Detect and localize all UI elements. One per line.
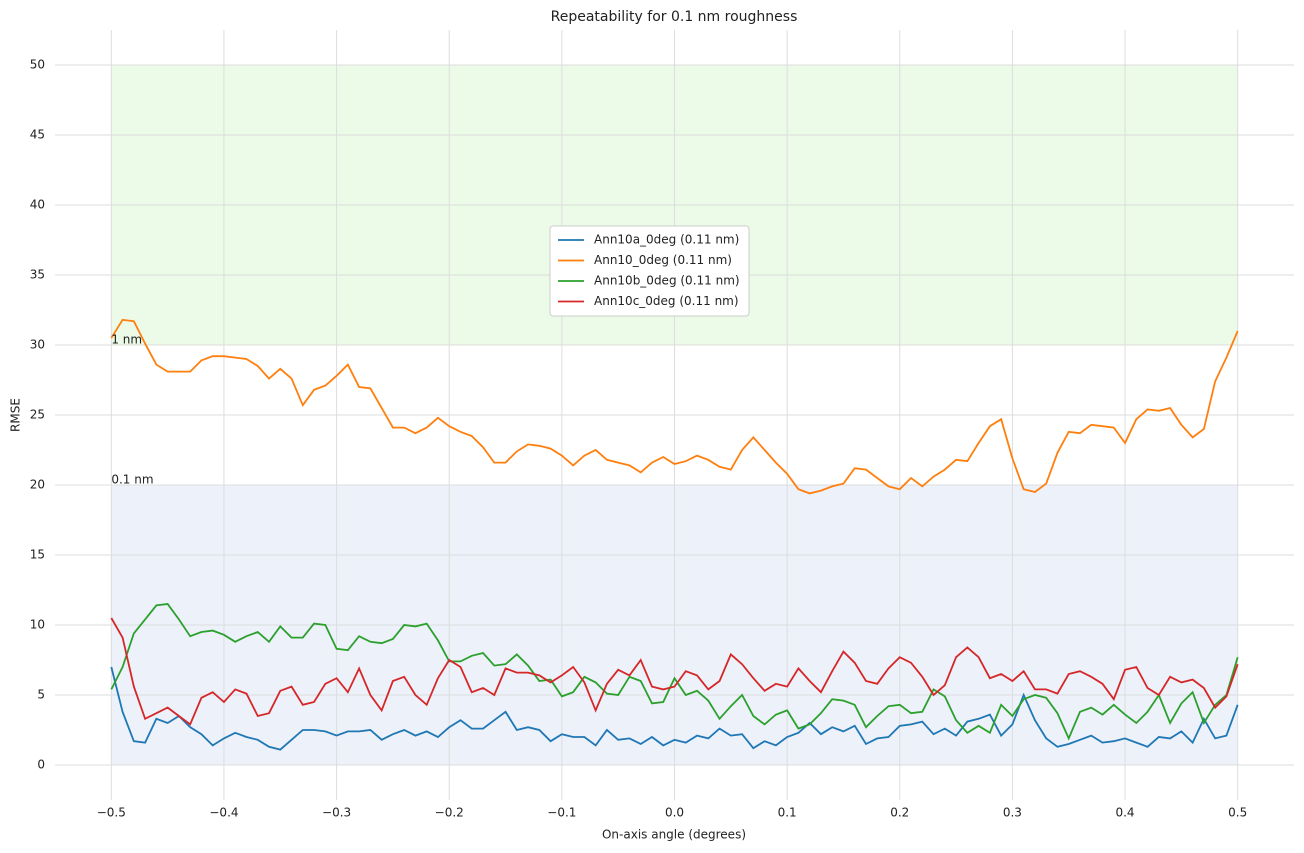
legend: Ann10a_0deg (0.11 nm) Ann10_0deg (0.11 nm… — [549, 225, 750, 317]
y-tick-label: 15 — [30, 548, 45, 562]
legend-box — [549, 225, 750, 317]
x-axis-label: On-axis angle (degrees) — [602, 828, 746, 842]
x-tick-label: 0.0 — [665, 806, 684, 820]
y-tick-label: 0 — [37, 758, 45, 772]
x-tick-label: −0.3 — [322, 806, 351, 820]
x-tick-label: 0.1 — [778, 806, 797, 820]
y-tick-label: 10 — [30, 618, 45, 632]
chart-title: Repeatability for 0.1 nm roughness — [551, 9, 798, 25]
x-tick-label: 0.2 — [890, 806, 909, 820]
x-tick-label: 0.4 — [1115, 806, 1134, 820]
legend-label: Ann10a_0deg (0.11 nm) — [594, 233, 739, 247]
y-tick-label: 5 — [37, 688, 45, 702]
x-tick-label: 0.5 — [1228, 806, 1247, 820]
x-tick-label: −0.2 — [435, 806, 464, 820]
data-line — [110, 603, 1239, 741]
data-line — [110, 617, 1239, 726]
y-tick-label: 45 — [30, 128, 45, 142]
y-tick-label: 20 — [30, 478, 45, 492]
legend-label: Ann10_0deg (0.11 nm) — [594, 253, 732, 267]
y-tick-label: 25 — [30, 408, 45, 422]
legend-label: Ann10c_0deg (0.11 nm) — [594, 294, 739, 308]
y-tick-label: 30 — [30, 338, 45, 352]
data-line — [110, 666, 1239, 751]
y-axis-label: RMSE — [9, 398, 23, 432]
legend-label: Ann10b_0deg (0.11 nm) — [594, 274, 740, 288]
x-tick-label: 0.3 — [1003, 806, 1022, 820]
annotation: 0.1 nm — [111, 473, 153, 487]
annotation: 1 nm — [111, 333, 142, 347]
y-tick-label: 50 — [30, 58, 45, 72]
x-tick-label: −0.5 — [97, 806, 126, 820]
x-tick-label: −0.4 — [209, 806, 238, 820]
y-tick-label: 40 — [30, 198, 45, 212]
data-line — [110, 318, 1239, 495]
y-tick-label: 35 — [30, 268, 45, 282]
x-tick-label: −0.1 — [547, 806, 576, 820]
